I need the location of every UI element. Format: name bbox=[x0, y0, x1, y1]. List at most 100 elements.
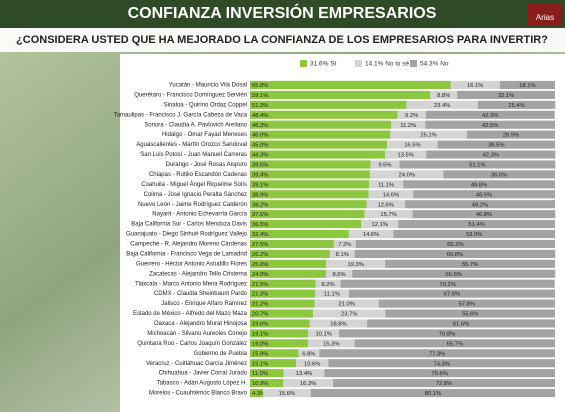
bar-segment bbox=[296, 359, 329, 368]
category-label: Nuevo León - Jaime Rodríguez Calderón bbox=[138, 202, 247, 208]
value-label: 8.1% bbox=[336, 252, 349, 258]
value-label: 72.8% bbox=[436, 381, 452, 387]
value-label: 15.7% bbox=[380, 212, 396, 218]
category-label: Coahuila - Miguel Ángel Riquelme Solís bbox=[141, 181, 247, 188]
bar-segment bbox=[250, 160, 371, 169]
chart-title: ¿CONSIDERA USTED QUE HA MEJORADO LA CONF… bbox=[16, 34, 548, 46]
bar-segment bbox=[250, 239, 334, 249]
legend-swatch bbox=[355, 60, 362, 67]
bar-segment bbox=[250, 369, 284, 378]
value-label: 32.4% bbox=[252, 232, 268, 238]
value-label: 70.2% bbox=[439, 282, 455, 288]
bar-segment bbox=[406, 100, 478, 109]
bar-segment bbox=[313, 309, 386, 318]
bar-segment bbox=[250, 379, 284, 388]
bar-segment bbox=[355, 239, 555, 249]
bar-segment bbox=[315, 279, 341, 288]
bar-segment bbox=[283, 369, 325, 378]
value-label: 65.3% bbox=[447, 242, 463, 248]
bar-segment bbox=[426, 150, 556, 159]
value-label: 39.1% bbox=[252, 182, 268, 188]
bar-segment bbox=[328, 359, 555, 368]
value-label: 16.5% bbox=[404, 143, 420, 149]
value-label: 24.0% bbox=[399, 172, 415, 178]
value-label: 70.8% bbox=[439, 331, 455, 337]
value-label: 9.2% bbox=[405, 113, 418, 119]
category-label: CDMX - Claudia Sheinbaum Pardo bbox=[154, 291, 248, 297]
value-label: 51.4% bbox=[468, 222, 484, 228]
value-label: 6.8% bbox=[302, 351, 315, 357]
bar-segment bbox=[393, 229, 555, 239]
bar-segment bbox=[477, 100, 556, 109]
category-label: Sonora - Claudia A. Pavlovich Arellano bbox=[144, 122, 247, 128]
bar-segment bbox=[250, 140, 388, 149]
bar-segment bbox=[397, 110, 426, 119]
value-label: 42.3% bbox=[483, 153, 499, 159]
bar-segment bbox=[250, 299, 315, 308]
value-label: 7.2% bbox=[338, 242, 351, 248]
legend-swatch bbox=[300, 60, 307, 67]
value-label: 21.0% bbox=[338, 302, 354, 308]
value-label: 38.2% bbox=[252, 202, 268, 208]
value-label: 16.1% bbox=[467, 83, 483, 89]
bar-segment bbox=[250, 110, 398, 119]
value-label: 11.0% bbox=[252, 371, 268, 377]
bar-segment bbox=[366, 200, 405, 209]
logo: Arias bbox=[536, 13, 554, 22]
category-label: Baja California Sur - Carlos Mendoza Dav… bbox=[131, 222, 247, 228]
bar-segment bbox=[250, 319, 310, 328]
bar-segment bbox=[369, 180, 404, 189]
value-label: 67.6% bbox=[444, 292, 460, 298]
category-label: Campeche - R. Alejandro Moreno Cárdenas bbox=[130, 242, 247, 248]
value-label: 44.3% bbox=[252, 153, 268, 159]
value-label: 39.5% bbox=[252, 163, 268, 169]
value-label: 8.8% bbox=[437, 93, 450, 99]
bar-segment bbox=[333, 239, 356, 249]
bar-segment bbox=[250, 200, 367, 209]
value-label: 18.1% bbox=[519, 83, 535, 89]
value-label: 15.6% bbox=[279, 391, 295, 397]
category-label: Tlaxcala - Marco Antonio Mena Rodríguez bbox=[135, 281, 247, 287]
bar-segment bbox=[250, 190, 369, 199]
value-label: 13.5% bbox=[397, 153, 413, 159]
bar-segment bbox=[385, 309, 555, 318]
value-label: 25.0% bbox=[252, 262, 268, 268]
bar-segment bbox=[368, 190, 414, 199]
category-label: Sinaloa - Quirino Ordaz Coppel bbox=[164, 102, 247, 108]
bar-segment bbox=[250, 269, 326, 278]
value-label: 25.1% bbox=[420, 133, 436, 139]
bar-segment bbox=[250, 80, 451, 90]
value-label: 18.8% bbox=[330, 322, 346, 328]
category-label: Hidalgo - Omar Fayad Meneses bbox=[162, 132, 247, 138]
value-label: 80.1% bbox=[425, 391, 441, 397]
value-label: 23.7% bbox=[341, 312, 357, 318]
bar-segment bbox=[404, 200, 555, 209]
bar-segment bbox=[385, 150, 427, 159]
category-label: Chihuahua - Javier Corral Jurado bbox=[159, 371, 248, 377]
bar-segment bbox=[250, 279, 316, 288]
bar-segment bbox=[314, 299, 379, 308]
value-label: 16.3% bbox=[300, 381, 316, 387]
value-label: 38.5% bbox=[488, 143, 504, 149]
bar-segment bbox=[413, 190, 555, 199]
value-label: 53.0% bbox=[466, 232, 482, 238]
bar-segment bbox=[250, 100, 407, 109]
bar-segment bbox=[250, 289, 315, 298]
bar-segment bbox=[298, 349, 320, 358]
category-label: Veracruz - Cuitláhuac García Jiménez bbox=[146, 361, 247, 367]
bar-segment bbox=[367, 319, 555, 328]
category-label: Nayarit - Antonio Echevarría García bbox=[152, 212, 247, 218]
legend-label: 14.1% No lo sé bbox=[365, 61, 409, 68]
value-label: 49.2% bbox=[472, 202, 488, 208]
bar-segment bbox=[324, 369, 555, 378]
value-label: 46.5% bbox=[476, 192, 492, 198]
subtitle-bar bbox=[0, 28, 565, 52]
value-label: 20.7% bbox=[252, 312, 268, 318]
bar-segment bbox=[308, 329, 340, 338]
bar-segment bbox=[361, 220, 399, 229]
bar-segment bbox=[352, 269, 556, 278]
value-label: 55.6% bbox=[462, 312, 478, 318]
legend-label: 54.3% No bbox=[420, 61, 449, 68]
value-label: 49.8% bbox=[471, 182, 487, 188]
value-label: 36.6% bbox=[491, 172, 507, 178]
